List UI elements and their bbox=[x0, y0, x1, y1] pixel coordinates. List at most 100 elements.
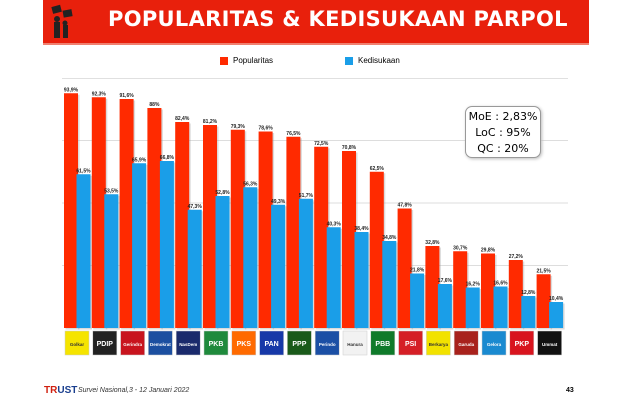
data-label: 21,5% bbox=[537, 268, 552, 274]
bar-popularitas bbox=[453, 251, 468, 328]
bar-kedisukaan bbox=[159, 161, 174, 328]
bar-popularitas bbox=[286, 136, 301, 328]
legend-item-kedisukaan: Kedisukaan bbox=[345, 56, 400, 65]
party-logo-pdip bbox=[92, 330, 118, 356]
data-label: 40,3% bbox=[327, 221, 342, 227]
bar-kedisukaan bbox=[187, 209, 202, 328]
legend-swatch bbox=[220, 56, 228, 65]
party-logo-pbb bbox=[370, 330, 396, 356]
bar-kedisukaan bbox=[271, 204, 286, 328]
party-logo-perindo bbox=[314, 330, 340, 356]
party-logo-label: NasDem bbox=[179, 342, 197, 347]
party-logo-label: PPP bbox=[292, 341, 306, 348]
legend-swatch bbox=[345, 56, 353, 65]
data-label: 12,8% bbox=[521, 290, 536, 296]
data-label: 53,5% bbox=[104, 188, 119, 194]
party-logo-label: Golkar bbox=[70, 342, 85, 347]
bar-popularitas bbox=[230, 129, 245, 328]
data-label: 10,4% bbox=[549, 296, 564, 302]
data-label: 38,4% bbox=[354, 226, 369, 232]
party-logo-label: PKS bbox=[237, 341, 252, 348]
page-title: POPULARITAS & KEDISUKAAN PARPOL bbox=[108, 7, 568, 31]
data-label: 72,5% bbox=[314, 141, 329, 147]
bar-kedisukaan bbox=[437, 284, 452, 328]
party-logo-label: Garuda bbox=[458, 342, 474, 347]
bar-popularitas bbox=[425, 246, 440, 328]
party-logo-pks bbox=[231, 330, 257, 356]
bar-kedisukaan bbox=[298, 198, 313, 328]
qc-text: QC : 20% bbox=[477, 142, 529, 155]
party-logo-gelora bbox=[481, 330, 507, 356]
data-label: 66,8% bbox=[160, 155, 175, 161]
bar-kedisukaan bbox=[215, 196, 230, 328]
party-logo-pkp bbox=[509, 330, 535, 356]
bar-kedisukaan bbox=[465, 287, 480, 328]
survey-caption: Survei Nasional,3 - 12 Januari 2022 bbox=[78, 387, 190, 394]
data-label: 30,7% bbox=[453, 245, 468, 251]
data-label: 78,6% bbox=[259, 126, 274, 132]
data-label: 70,8% bbox=[342, 145, 357, 151]
party-logo-label: PSI bbox=[405, 341, 416, 348]
bar-popularitas bbox=[203, 125, 217, 328]
data-label: 32,8% bbox=[425, 240, 440, 246]
party-logo-label: PKB bbox=[209, 341, 224, 348]
bar-popularitas bbox=[508, 260, 523, 328]
bar-popularitas bbox=[258, 131, 273, 328]
bar-kedisukaan bbox=[76, 174, 91, 328]
data-label: 92,3% bbox=[92, 91, 107, 97]
bar-popularitas bbox=[147, 108, 162, 328]
moe-text: MoE : 2,83% bbox=[468, 110, 538, 123]
bar-kedisukaan bbox=[521, 296, 536, 328]
data-label: 47,8% bbox=[398, 203, 413, 209]
data-label: 82,4% bbox=[175, 116, 190, 122]
data-label: 76,5% bbox=[286, 131, 301, 137]
stats-box: MoE : 2,83% LoC : 95% QC : 20% bbox=[465, 106, 541, 158]
bar-popularitas bbox=[397, 208, 412, 328]
party-logo-label: PDIP bbox=[97, 341, 114, 348]
bar-kedisukaan bbox=[326, 227, 341, 328]
bar-popularitas bbox=[119, 99, 134, 328]
party-logo-nasdem bbox=[175, 330, 201, 356]
data-label: 52,8% bbox=[215, 190, 230, 196]
data-label: 16,6% bbox=[493, 281, 508, 287]
bar-kedisukaan bbox=[549, 302, 564, 328]
legend-item-popularitas: Popularitas bbox=[220, 56, 273, 65]
data-label: 49,3% bbox=[271, 199, 286, 205]
party-logo-label: PBB bbox=[375, 341, 390, 348]
data-label: 34,8% bbox=[382, 235, 397, 241]
party-logo-ummat bbox=[537, 330, 562, 356]
bar-popularitas bbox=[64, 93, 78, 328]
data-label: 47,3% bbox=[188, 204, 203, 210]
legend-label: Popularitas bbox=[233, 56, 274, 65]
bar-chart: 93,9% 61,5% Golkar 92,3% 53,5% PDIP 91,6% 65,9%… bbox=[62, 87, 568, 356]
divider bbox=[62, 78, 568, 79]
party-logo-label: Gerindra bbox=[123, 342, 142, 347]
party-logo-hanura bbox=[342, 330, 368, 356]
data-label: 79,3% bbox=[231, 124, 246, 130]
header-banner: POPULARITAS & KEDISUKAAN PARPOL bbox=[43, 0, 589, 45]
data-label: 17,6% bbox=[438, 278, 453, 284]
bar-kedisukaan bbox=[104, 194, 119, 328]
party-logo-label: PKP bbox=[515, 341, 530, 348]
party-logo-label: Demokrat bbox=[150, 342, 171, 347]
logo-part: TR bbox=[44, 385, 58, 396]
party-logo-label: Ummat bbox=[542, 342, 558, 347]
trust-logo: TRUST bbox=[44, 385, 77, 396]
bar-kedisukaan bbox=[132, 163, 147, 328]
bar-kedisukaan bbox=[354, 232, 369, 328]
data-label: 65,9% bbox=[132, 157, 147, 163]
data-label: 16,2% bbox=[466, 282, 481, 288]
data-label: 93,9% bbox=[64, 87, 79, 93]
data-label: 81,2% bbox=[203, 119, 218, 125]
party-logo-ppp bbox=[287, 330, 312, 356]
party-logo-label: Gelora bbox=[487, 342, 502, 347]
loc-text: LoC : 95% bbox=[475, 126, 531, 139]
party-logo-golkar bbox=[64, 330, 90, 356]
protest-people-icon bbox=[51, 4, 73, 38]
party-logo-label: Perindo bbox=[319, 342, 336, 347]
data-label: 88% bbox=[149, 102, 160, 108]
bar-kedisukaan bbox=[382, 241, 397, 328]
party-logo-psi bbox=[398, 330, 423, 356]
bar-kedisukaan bbox=[410, 273, 425, 328]
party-logo-label: Hanura bbox=[347, 342, 363, 347]
